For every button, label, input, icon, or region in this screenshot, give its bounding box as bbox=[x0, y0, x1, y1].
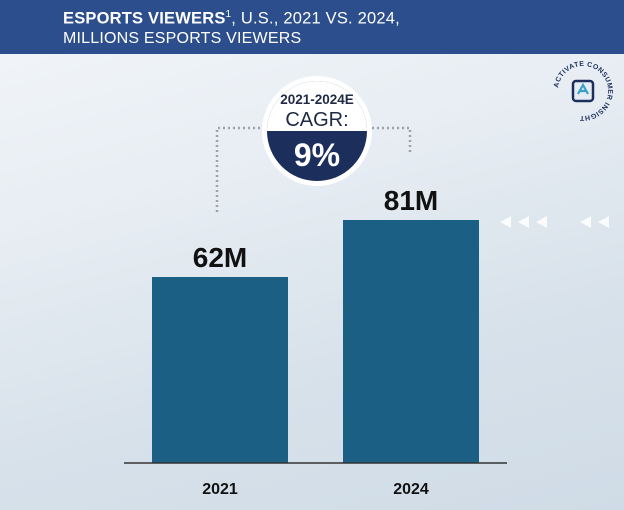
labels-group: 62M 2021 81M 2024 bbox=[193, 185, 438, 498]
bars-group bbox=[152, 220, 479, 463]
data-label-2021: 62M bbox=[193, 242, 247, 273]
x-tick-label-2024: 2024 bbox=[393, 481, 429, 498]
bar-2024 bbox=[343, 220, 479, 463]
activate-logo: ACTIVATE CONSUMER INSIGHT bbox=[553, 61, 612, 121]
data-label-2024: 81M bbox=[384, 185, 438, 216]
chart-subtitle: MILLIONS ESPORTS VIEWERS bbox=[63, 30, 302, 47]
decorative-arrows bbox=[500, 216, 609, 228]
cagr-connector bbox=[215, 126, 412, 212]
title-bold: ESPORTS VIEWERS bbox=[63, 9, 226, 28]
x-tick-label-2021: 2021 bbox=[202, 481, 238, 498]
cagr-label: CAGR: bbox=[285, 109, 348, 131]
chart-title: ESPORTS VIEWERS1, U.S., 2021 VS. 2024, bbox=[63, 9, 400, 29]
chart-header: ESPORTS VIEWERS1, U.S., 2021 VS. 2024, M… bbox=[0, 0, 624, 54]
title-rest: , U.S., 2021 VS. 2024, bbox=[231, 9, 400, 28]
activate-logo-icon bbox=[571, 79, 595, 103]
title-footnote: 1 bbox=[225, 9, 232, 20]
bar-2021 bbox=[152, 277, 288, 463]
cagr-period: 2021-2024E bbox=[280, 92, 354, 107]
cagr-value: 9% bbox=[294, 137, 340, 173]
cagr-badge: 2021-2024E CAGR: 9% bbox=[262, 76, 372, 186]
